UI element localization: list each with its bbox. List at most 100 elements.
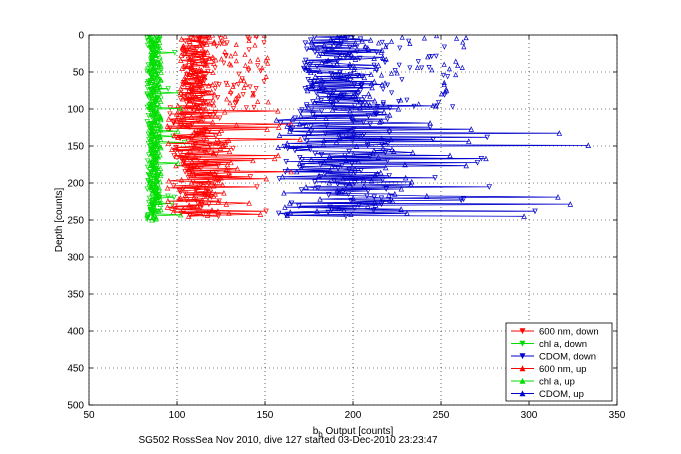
series-marker xyxy=(453,35,460,41)
series-marker xyxy=(438,91,444,97)
series-marker xyxy=(205,178,212,185)
series-marker xyxy=(156,184,163,191)
series-marker xyxy=(204,212,211,218)
series-marker xyxy=(215,163,221,169)
series-marker xyxy=(158,170,164,177)
series-marker xyxy=(148,204,155,211)
series-marker xyxy=(211,180,218,186)
series-marker xyxy=(204,41,210,47)
series-marker xyxy=(289,116,296,122)
series-marker xyxy=(379,39,385,46)
series-marker xyxy=(323,48,330,54)
series-marker xyxy=(171,50,178,56)
series-marker xyxy=(149,124,155,130)
series-marker xyxy=(236,71,242,77)
series-marker xyxy=(371,78,378,85)
series-marker xyxy=(304,104,310,110)
axes: 50 100 150 200 250 300 350 0 50 100 150 200 250 300 35… xyxy=(54,31,626,440)
series-marker xyxy=(158,144,164,151)
series-marker xyxy=(207,185,214,192)
series-marker xyxy=(154,169,160,176)
series-marker xyxy=(151,35,158,41)
series-marker xyxy=(187,124,193,131)
series-marker xyxy=(261,40,267,46)
series-marker xyxy=(366,101,373,108)
series-marker xyxy=(149,217,155,223)
series-marker xyxy=(441,81,447,88)
series-marker xyxy=(250,157,256,164)
series-marker xyxy=(182,169,188,175)
data-series xyxy=(144,35,592,223)
series-marker xyxy=(158,115,164,122)
series-marker xyxy=(157,126,164,132)
series-marker xyxy=(157,178,164,185)
series-marker xyxy=(186,87,192,94)
series-marker xyxy=(187,147,193,154)
series-marker xyxy=(217,145,224,151)
series-marker xyxy=(173,117,180,123)
series-marker xyxy=(433,53,439,59)
series-marker xyxy=(253,86,259,92)
series-marker xyxy=(216,82,222,88)
series-marker xyxy=(175,160,181,166)
series-marker xyxy=(195,118,202,125)
series-marker xyxy=(178,176,185,183)
series-marker xyxy=(441,79,447,85)
legend-label: 600 nm, down xyxy=(539,327,599,338)
series-marker xyxy=(157,136,164,142)
series-marker xyxy=(275,107,281,114)
series-marker xyxy=(208,194,215,201)
series-marker xyxy=(165,198,171,204)
series-marker xyxy=(156,103,163,109)
series-marker xyxy=(192,48,199,54)
series-marker xyxy=(363,100,370,107)
series-marker xyxy=(203,186,209,193)
series-marker xyxy=(396,99,402,105)
series-marker xyxy=(185,138,192,145)
series-marker xyxy=(219,39,225,45)
series-marker xyxy=(339,35,346,38)
series-marker xyxy=(297,109,304,115)
series-marker xyxy=(312,114,319,121)
series-marker xyxy=(466,138,472,144)
series-marker xyxy=(361,74,368,81)
series-marker xyxy=(233,58,239,64)
series-marker xyxy=(328,91,335,98)
series-marker xyxy=(299,164,306,170)
series-marker xyxy=(387,105,393,111)
series-marker xyxy=(186,58,192,64)
series-marker xyxy=(196,37,202,43)
series-marker xyxy=(374,170,381,177)
series-marker xyxy=(459,64,465,70)
series-marker xyxy=(353,89,359,96)
series-marker xyxy=(149,41,155,47)
series-marker xyxy=(210,150,217,157)
series-marker xyxy=(198,205,204,212)
series-marker xyxy=(157,165,164,171)
series-marker xyxy=(275,124,282,130)
series-marker xyxy=(212,113,219,119)
series-marker xyxy=(275,144,281,150)
series-marker xyxy=(330,101,337,107)
series-marker xyxy=(370,111,377,117)
series-marker xyxy=(265,60,271,66)
x-tick-label: 50 xyxy=(83,410,95,421)
series-marker xyxy=(325,57,331,63)
y-tick-label: 500 xyxy=(67,401,84,412)
series-marker xyxy=(255,63,261,69)
series-marker xyxy=(321,42,328,48)
series-marker xyxy=(341,92,347,98)
legend-marker xyxy=(519,390,526,397)
series-marker xyxy=(238,77,244,83)
legend-label: 600 nm, up xyxy=(539,364,587,375)
legend-label: CDOM, down xyxy=(539,352,596,363)
series-marker xyxy=(210,54,216,60)
series-marker xyxy=(312,99,318,106)
series-marker xyxy=(225,137,232,143)
series-marker xyxy=(218,56,224,62)
series-marker xyxy=(304,87,311,94)
series-marker xyxy=(218,174,224,181)
series-marker xyxy=(150,120,157,127)
y-tick-label: 450 xyxy=(67,364,84,375)
series-marker xyxy=(246,65,252,71)
